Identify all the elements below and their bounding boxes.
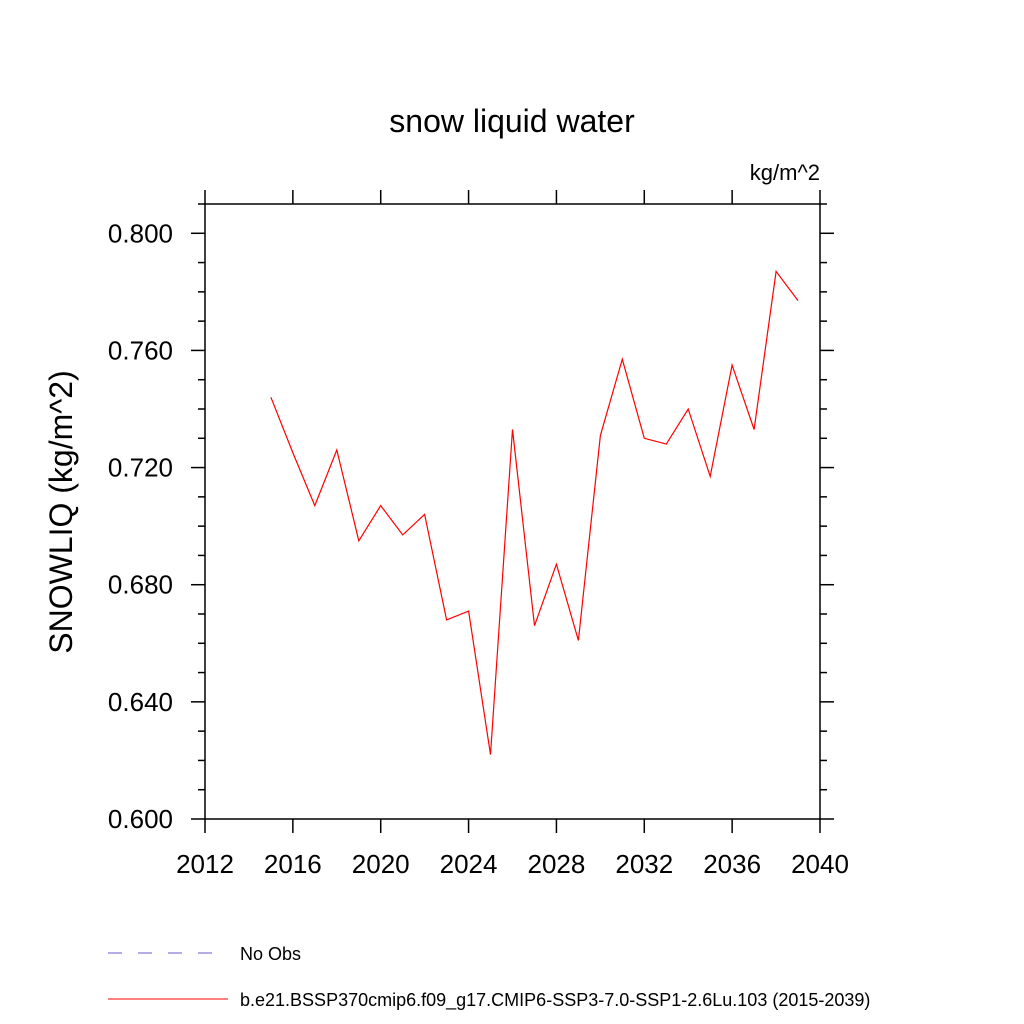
x-tick-label: 2024 — [440, 849, 498, 879]
y-tick-label: 0.640 — [108, 687, 173, 717]
x-tick-label: 2016 — [264, 849, 322, 879]
x-tick-label: 2028 — [528, 849, 586, 879]
axis-ticks: 2012 2016 2020 2024 2028 2032 2036 2040 0.600 0.6… — [108, 190, 849, 879]
series-layer — [270, 269, 799, 755]
y-tick-label: 0.800 — [108, 218, 173, 248]
y-tick-label: 0.760 — [108, 335, 173, 365]
y-tick-label: 0.680 — [108, 570, 173, 600]
series-line — [270, 269, 799, 755]
y-tick-label: 0.600 — [108, 804, 173, 834]
x-tick-label: 2020 — [352, 849, 410, 879]
y-axis-label: SNOWLIQ (kg/m^2) — [43, 370, 79, 653]
legend-label: b.e21.BSSP370cmip6.f09_g17.CMIP6-SSP3-7.… — [240, 990, 870, 1011]
plot-frame — [204, 203, 821, 820]
legend: No Obs b.e21.BSSP370cmip6.f09_g17.CMIP6-S… — [108, 944, 870, 1011]
x-tick-label: 2012 — [176, 849, 234, 879]
x-tick-label: 2040 — [791, 849, 849, 879]
units-label: kg/m^2 — [750, 160, 820, 185]
y-tick-label: 0.720 — [108, 453, 173, 483]
legend-label: No Obs — [240, 944, 301, 964]
x-tick-label: 2032 — [615, 849, 673, 879]
chart-title: snow liquid water — [389, 103, 635, 139]
x-tick-label: 2036 — [703, 849, 761, 879]
